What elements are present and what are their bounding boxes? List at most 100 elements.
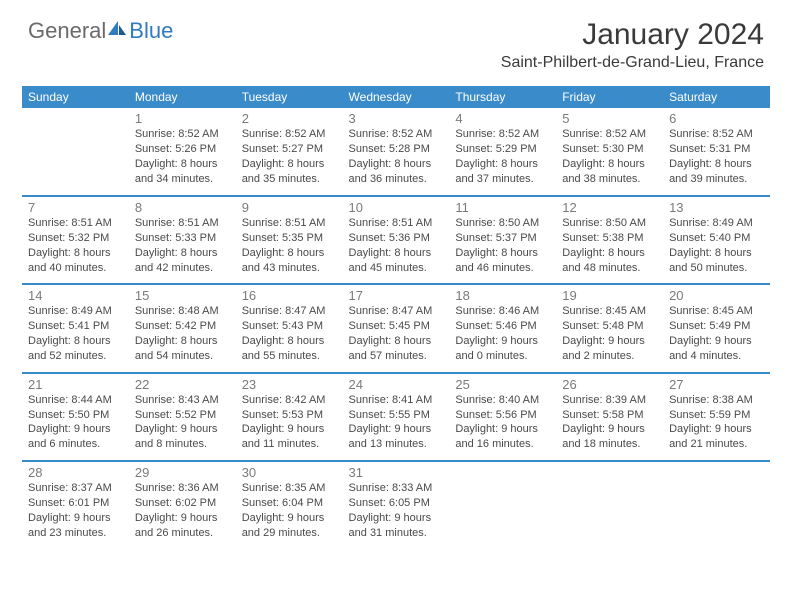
sunrise-text: Sunrise: 8:47 AM bbox=[242, 304, 337, 319]
weekday-header: Sunday bbox=[22, 86, 129, 108]
daylight-text: Daylight: 8 hours and 36 minutes. bbox=[349, 157, 444, 187]
calendar-cell: 28Sunrise: 8:37 AMSunset: 6:01 PMDayligh… bbox=[22, 461, 129, 549]
calendar-cell: 4Sunrise: 8:52 AMSunset: 5:29 PMDaylight… bbox=[449, 108, 556, 196]
day-info: Sunrise: 8:33 AMSunset: 6:05 PMDaylight:… bbox=[349, 481, 444, 540]
day-info: Sunrise: 8:47 AMSunset: 5:43 PMDaylight:… bbox=[242, 304, 337, 363]
day-number: 27 bbox=[669, 377, 764, 392]
location-label: Saint-Philbert-de-Grand-Lieu, France bbox=[501, 54, 764, 72]
sunrise-text: Sunrise: 8:52 AM bbox=[562, 127, 657, 142]
sunrise-text: Sunrise: 8:51 AM bbox=[242, 216, 337, 231]
sunrise-text: Sunrise: 8:45 AM bbox=[562, 304, 657, 319]
calendar-cell: 18Sunrise: 8:46 AMSunset: 5:46 PMDayligh… bbox=[449, 284, 556, 372]
day-number: 23 bbox=[242, 377, 337, 392]
day-info: Sunrise: 8:35 AMSunset: 6:04 PMDaylight:… bbox=[242, 481, 337, 540]
daylight-text: Daylight: 8 hours and 50 minutes. bbox=[669, 246, 764, 276]
sunset-text: Sunset: 6:04 PM bbox=[242, 496, 337, 511]
sunset-text: Sunset: 5:45 PM bbox=[349, 319, 444, 334]
day-info: Sunrise: 8:43 AMSunset: 5:52 PMDaylight:… bbox=[135, 393, 230, 452]
sunset-text: Sunset: 5:52 PM bbox=[135, 408, 230, 423]
sunset-text: Sunset: 5:29 PM bbox=[455, 142, 550, 157]
daylight-text: Daylight: 9 hours and 21 minutes. bbox=[669, 422, 764, 452]
day-number: 19 bbox=[562, 288, 657, 303]
calendar-header-row: Sunday Monday Tuesday Wednesday Thursday… bbox=[22, 86, 770, 108]
sail-icon bbox=[106, 19, 128, 37]
day-number: 7 bbox=[28, 200, 123, 215]
calendar-table: Sunday Monday Tuesday Wednesday Thursday… bbox=[22, 86, 770, 549]
sunrise-text: Sunrise: 8:52 AM bbox=[242, 127, 337, 142]
weekday-header: Friday bbox=[556, 86, 663, 108]
daylight-text: Daylight: 9 hours and 23 minutes. bbox=[28, 511, 123, 541]
daylight-text: Daylight: 8 hours and 52 minutes. bbox=[28, 334, 123, 364]
sunset-text: Sunset: 5:35 PM bbox=[242, 231, 337, 246]
weekday-header: Tuesday bbox=[236, 86, 343, 108]
calendar-cell: 8Sunrise: 8:51 AMSunset: 5:33 PMDaylight… bbox=[129, 196, 236, 284]
day-info: Sunrise: 8:39 AMSunset: 5:58 PMDaylight:… bbox=[562, 393, 657, 452]
daylight-text: Daylight: 9 hours and 18 minutes. bbox=[562, 422, 657, 452]
daylight-text: Daylight: 8 hours and 40 minutes. bbox=[28, 246, 123, 276]
sunset-text: Sunset: 5:36 PM bbox=[349, 231, 444, 246]
sunrise-text: Sunrise: 8:52 AM bbox=[669, 127, 764, 142]
day-number: 14 bbox=[28, 288, 123, 303]
day-number: 10 bbox=[349, 200, 444, 215]
sunrise-text: Sunrise: 8:43 AM bbox=[135, 393, 230, 408]
daylight-text: Daylight: 9 hours and 29 minutes. bbox=[242, 511, 337, 541]
day-info: Sunrise: 8:49 AMSunset: 5:41 PMDaylight:… bbox=[28, 304, 123, 363]
day-number: 29 bbox=[135, 465, 230, 480]
daylight-text: Daylight: 8 hours and 38 minutes. bbox=[562, 157, 657, 187]
day-info: Sunrise: 8:52 AMSunset: 5:26 PMDaylight:… bbox=[135, 127, 230, 186]
sunrise-text: Sunrise: 8:51 AM bbox=[135, 216, 230, 231]
calendar-cell bbox=[22, 108, 129, 196]
day-info: Sunrise: 8:46 AMSunset: 5:46 PMDaylight:… bbox=[455, 304, 550, 363]
weekday-header: Monday bbox=[129, 86, 236, 108]
day-number: 18 bbox=[455, 288, 550, 303]
calendar-cell: 10Sunrise: 8:51 AMSunset: 5:36 PMDayligh… bbox=[343, 196, 450, 284]
sunset-text: Sunset: 5:32 PM bbox=[28, 231, 123, 246]
month-title: January 2024 bbox=[501, 18, 764, 52]
day-number: 11 bbox=[455, 200, 550, 215]
sunrise-text: Sunrise: 8:40 AM bbox=[455, 393, 550, 408]
calendar-cell: 7Sunrise: 8:51 AMSunset: 5:32 PMDaylight… bbox=[22, 196, 129, 284]
brand-text-blue: Blue bbox=[129, 18, 173, 44]
daylight-text: Daylight: 9 hours and 8 minutes. bbox=[135, 422, 230, 452]
day-number: 31 bbox=[349, 465, 444, 480]
calendar-row: 14Sunrise: 8:49 AMSunset: 5:41 PMDayligh… bbox=[22, 284, 770, 372]
sunrise-text: Sunrise: 8:50 AM bbox=[562, 216, 657, 231]
calendar-cell bbox=[449, 461, 556, 549]
calendar-cell: 30Sunrise: 8:35 AMSunset: 6:04 PMDayligh… bbox=[236, 461, 343, 549]
sunrise-text: Sunrise: 8:52 AM bbox=[349, 127, 444, 142]
sunrise-text: Sunrise: 8:44 AM bbox=[28, 393, 123, 408]
daylight-text: Daylight: 8 hours and 57 minutes. bbox=[349, 334, 444, 364]
daylight-text: Daylight: 8 hours and 42 minutes. bbox=[135, 246, 230, 276]
calendar-cell: 17Sunrise: 8:47 AMSunset: 5:45 PMDayligh… bbox=[343, 284, 450, 372]
sunset-text: Sunset: 5:41 PM bbox=[28, 319, 123, 334]
sunrise-text: Sunrise: 8:52 AM bbox=[455, 127, 550, 142]
calendar-cell: 6Sunrise: 8:52 AMSunset: 5:31 PMDaylight… bbox=[663, 108, 770, 196]
day-info: Sunrise: 8:37 AMSunset: 6:01 PMDaylight:… bbox=[28, 481, 123, 540]
day-info: Sunrise: 8:52 AMSunset: 5:27 PMDaylight:… bbox=[242, 127, 337, 186]
day-number: 12 bbox=[562, 200, 657, 215]
daylight-text: Daylight: 8 hours and 54 minutes. bbox=[135, 334, 230, 364]
day-info: Sunrise: 8:49 AMSunset: 5:40 PMDaylight:… bbox=[669, 216, 764, 275]
sunrise-text: Sunrise: 8:33 AM bbox=[349, 481, 444, 496]
sunset-text: Sunset: 5:27 PM bbox=[242, 142, 337, 157]
calendar-cell: 1Sunrise: 8:52 AMSunset: 5:26 PMDaylight… bbox=[129, 108, 236, 196]
daylight-text: Daylight: 9 hours and 6 minutes. bbox=[28, 422, 123, 452]
day-info: Sunrise: 8:44 AMSunset: 5:50 PMDaylight:… bbox=[28, 393, 123, 452]
day-info: Sunrise: 8:41 AMSunset: 5:55 PMDaylight:… bbox=[349, 393, 444, 452]
day-number: 5 bbox=[562, 111, 657, 126]
sunset-text: Sunset: 5:42 PM bbox=[135, 319, 230, 334]
title-block: January 2024 Saint-Philbert-de-Grand-Lie… bbox=[501, 18, 764, 72]
day-info: Sunrise: 8:50 AMSunset: 5:37 PMDaylight:… bbox=[455, 216, 550, 275]
day-info: Sunrise: 8:45 AMSunset: 5:48 PMDaylight:… bbox=[562, 304, 657, 363]
sunrise-text: Sunrise: 8:45 AM bbox=[669, 304, 764, 319]
sunrise-text: Sunrise: 8:42 AM bbox=[242, 393, 337, 408]
calendar-cell: 2Sunrise: 8:52 AMSunset: 5:27 PMDaylight… bbox=[236, 108, 343, 196]
calendar-cell: 23Sunrise: 8:42 AMSunset: 5:53 PMDayligh… bbox=[236, 373, 343, 461]
day-number: 26 bbox=[562, 377, 657, 392]
day-number: 4 bbox=[455, 111, 550, 126]
day-info: Sunrise: 8:51 AMSunset: 5:36 PMDaylight:… bbox=[349, 216, 444, 275]
sunrise-text: Sunrise: 8:51 AM bbox=[349, 216, 444, 231]
calendar-row: 1Sunrise: 8:52 AMSunset: 5:26 PMDaylight… bbox=[22, 108, 770, 196]
day-info: Sunrise: 8:51 AMSunset: 5:35 PMDaylight:… bbox=[242, 216, 337, 275]
calendar-cell: 11Sunrise: 8:50 AMSunset: 5:37 PMDayligh… bbox=[449, 196, 556, 284]
